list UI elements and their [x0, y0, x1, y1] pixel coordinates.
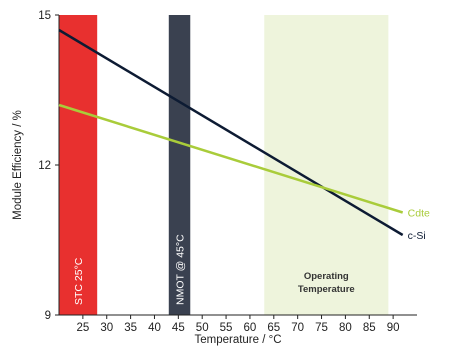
- x-tick-label: 70: [291, 322, 304, 334]
- x-axis-title: Temperature / °C: [194, 334, 281, 346]
- band-1: [168, 15, 191, 315]
- band-2: [264, 15, 389, 315]
- series-line-c-Si: [58, 28, 404, 237]
- x-tick-label: 85: [363, 322, 376, 334]
- x-tick-label: 30: [100, 322, 113, 334]
- band-label-1: NMOT @ 45°C: [175, 234, 187, 305]
- x-tick-label: 80: [339, 322, 352, 334]
- y-tick-label: 9: [45, 310, 51, 322]
- x-tick-label: 60: [244, 322, 257, 334]
- series-line-Cdte: [58, 103, 404, 214]
- x-tick-label: 25: [76, 322, 89, 334]
- x-tick-label: 35: [124, 322, 137, 334]
- series-label-Cdte: Cdte: [408, 208, 430, 220]
- band-0: [59, 15, 98, 315]
- y-tick-label: 15: [38, 10, 51, 22]
- x-tick-label: 50: [196, 322, 209, 334]
- x-tick-label: 90: [387, 322, 400, 334]
- band-label-2-line-0: Operating: [304, 271, 349, 282]
- x-tick-label: 75: [315, 322, 328, 334]
- series-label-c-Si: c-Si: [408, 230, 426, 242]
- x-tick-label: 55: [220, 322, 233, 334]
- y-axis-title: Module Efficiency / %: [12, 110, 24, 220]
- band-label-2-line-1: Temperature: [298, 284, 355, 295]
- x-tick-label: 40: [148, 322, 161, 334]
- x-tick-label: 65: [267, 322, 280, 334]
- ticks-layer: 25 30 35 40 45 50 55 60 65 70 75 80 85 90 9 12 15: [38, 10, 399, 334]
- y-tick-label: 12: [38, 160, 51, 172]
- band-label-0: STC 25°C: [73, 257, 85, 305]
- series-layer: c-Si Cdte: [58, 28, 430, 242]
- x-tick-label: 45: [172, 322, 185, 334]
